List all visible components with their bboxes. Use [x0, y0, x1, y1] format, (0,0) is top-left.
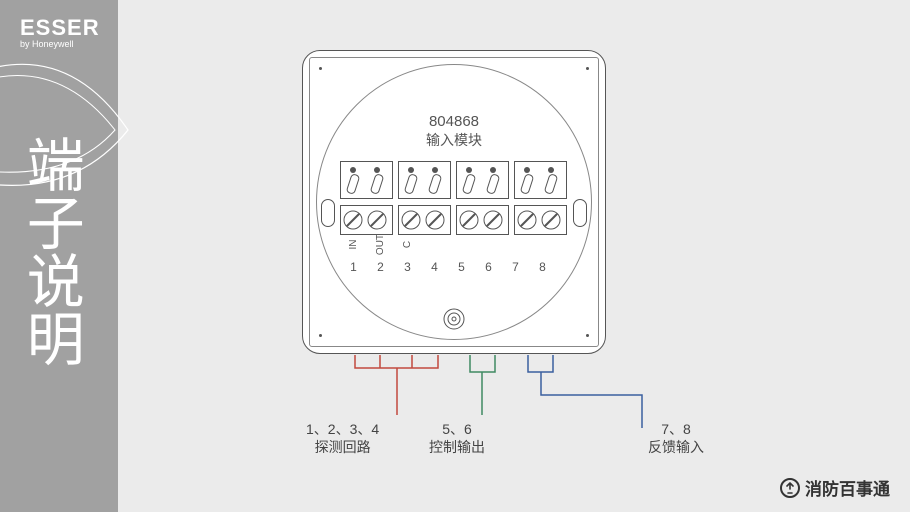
legend-label: 探测回路 — [306, 438, 379, 456]
screw-icon — [539, 206, 563, 234]
legend-green: 5、6 控制输出 — [429, 420, 485, 456]
terminal-number: 5 — [448, 260, 475, 274]
terminal-letter: OUT — [375, 231, 386, 258]
terminal-letter — [510, 231, 521, 258]
terminal-letter-row: IN OUT C — [340, 239, 568, 250]
module-device: 804868 输入模块 — [302, 50, 606, 354]
terminal-letter — [429, 231, 440, 258]
terminal-number: 1 — [340, 260, 367, 274]
screw-icon — [399, 206, 423, 234]
legend-nums: 1、2、3、4 — [306, 420, 379, 438]
terminal-letter: IN — [348, 231, 359, 258]
footer-brand: 消防百事通 — [780, 475, 890, 500]
legend-red: 1、2、3、4 探测回路 — [306, 420, 379, 456]
screw-icon — [423, 206, 447, 234]
terminal-number: 7 — [502, 260, 529, 274]
terminal-top-group — [514, 161, 567, 199]
module-code: 804868 — [426, 113, 482, 130]
terminal-number: 2 — [367, 260, 394, 274]
terminal-letter: C — [402, 231, 413, 258]
sidebar: ESSER by Honeywell 端子说明 — [0, 0, 118, 512]
terminal-letter — [456, 231, 467, 258]
terminal-number: 4 — [421, 260, 448, 274]
screw-icon — [341, 206, 365, 234]
terminal-top-group — [456, 161, 509, 199]
corner-dot — [586, 67, 589, 70]
screw-icon — [515, 206, 539, 234]
terminal-number: 6 — [475, 260, 502, 274]
bottom-screw-icon — [443, 308, 465, 335]
terminal-number: 8 — [529, 260, 556, 274]
screw-icon — [481, 206, 505, 234]
mount-slot-left — [321, 199, 335, 227]
terminal-number: 3 — [394, 260, 421, 274]
terminal-top-group — [340, 161, 393, 199]
page-title: 端子说明 — [18, 135, 82, 367]
legend-nums: 5、6 — [429, 420, 485, 438]
terminal-top-group — [398, 161, 451, 199]
terminal-number-row: 1 2 3 4 5 6 7 8 — [340, 260, 568, 274]
terminal-block: IN OUT C 1 2 3 4 5 6 7 8 — [340, 161, 568, 274]
corner-dot — [319, 67, 322, 70]
brand-logo-main: ESSER — [20, 15, 100, 41]
corner-dot — [319, 334, 322, 337]
module-name: 输入模块 — [426, 130, 482, 150]
legend-label: 反馈输入 — [648, 438, 704, 456]
terminal-letter — [483, 231, 494, 258]
screw-icon — [365, 206, 389, 234]
legend-blue: 7、8 反馈输入 — [648, 420, 704, 456]
footer-brand-text: 消防百事通 — [805, 475, 890, 500]
corner-dot — [586, 334, 589, 337]
legend-label: 控制输出 — [429, 438, 485, 456]
footer-brand-icon — [780, 478, 800, 498]
terminal-top-row — [340, 161, 568, 199]
module-label: 804868 输入模块 — [426, 113, 482, 150]
screw-icon — [457, 206, 481, 234]
mount-slot-right — [573, 199, 587, 227]
terminal-letter — [537, 231, 548, 258]
brand-logo: ESSER by Honeywell — [20, 15, 100, 49]
legend-nums: 7、8 — [648, 420, 704, 438]
